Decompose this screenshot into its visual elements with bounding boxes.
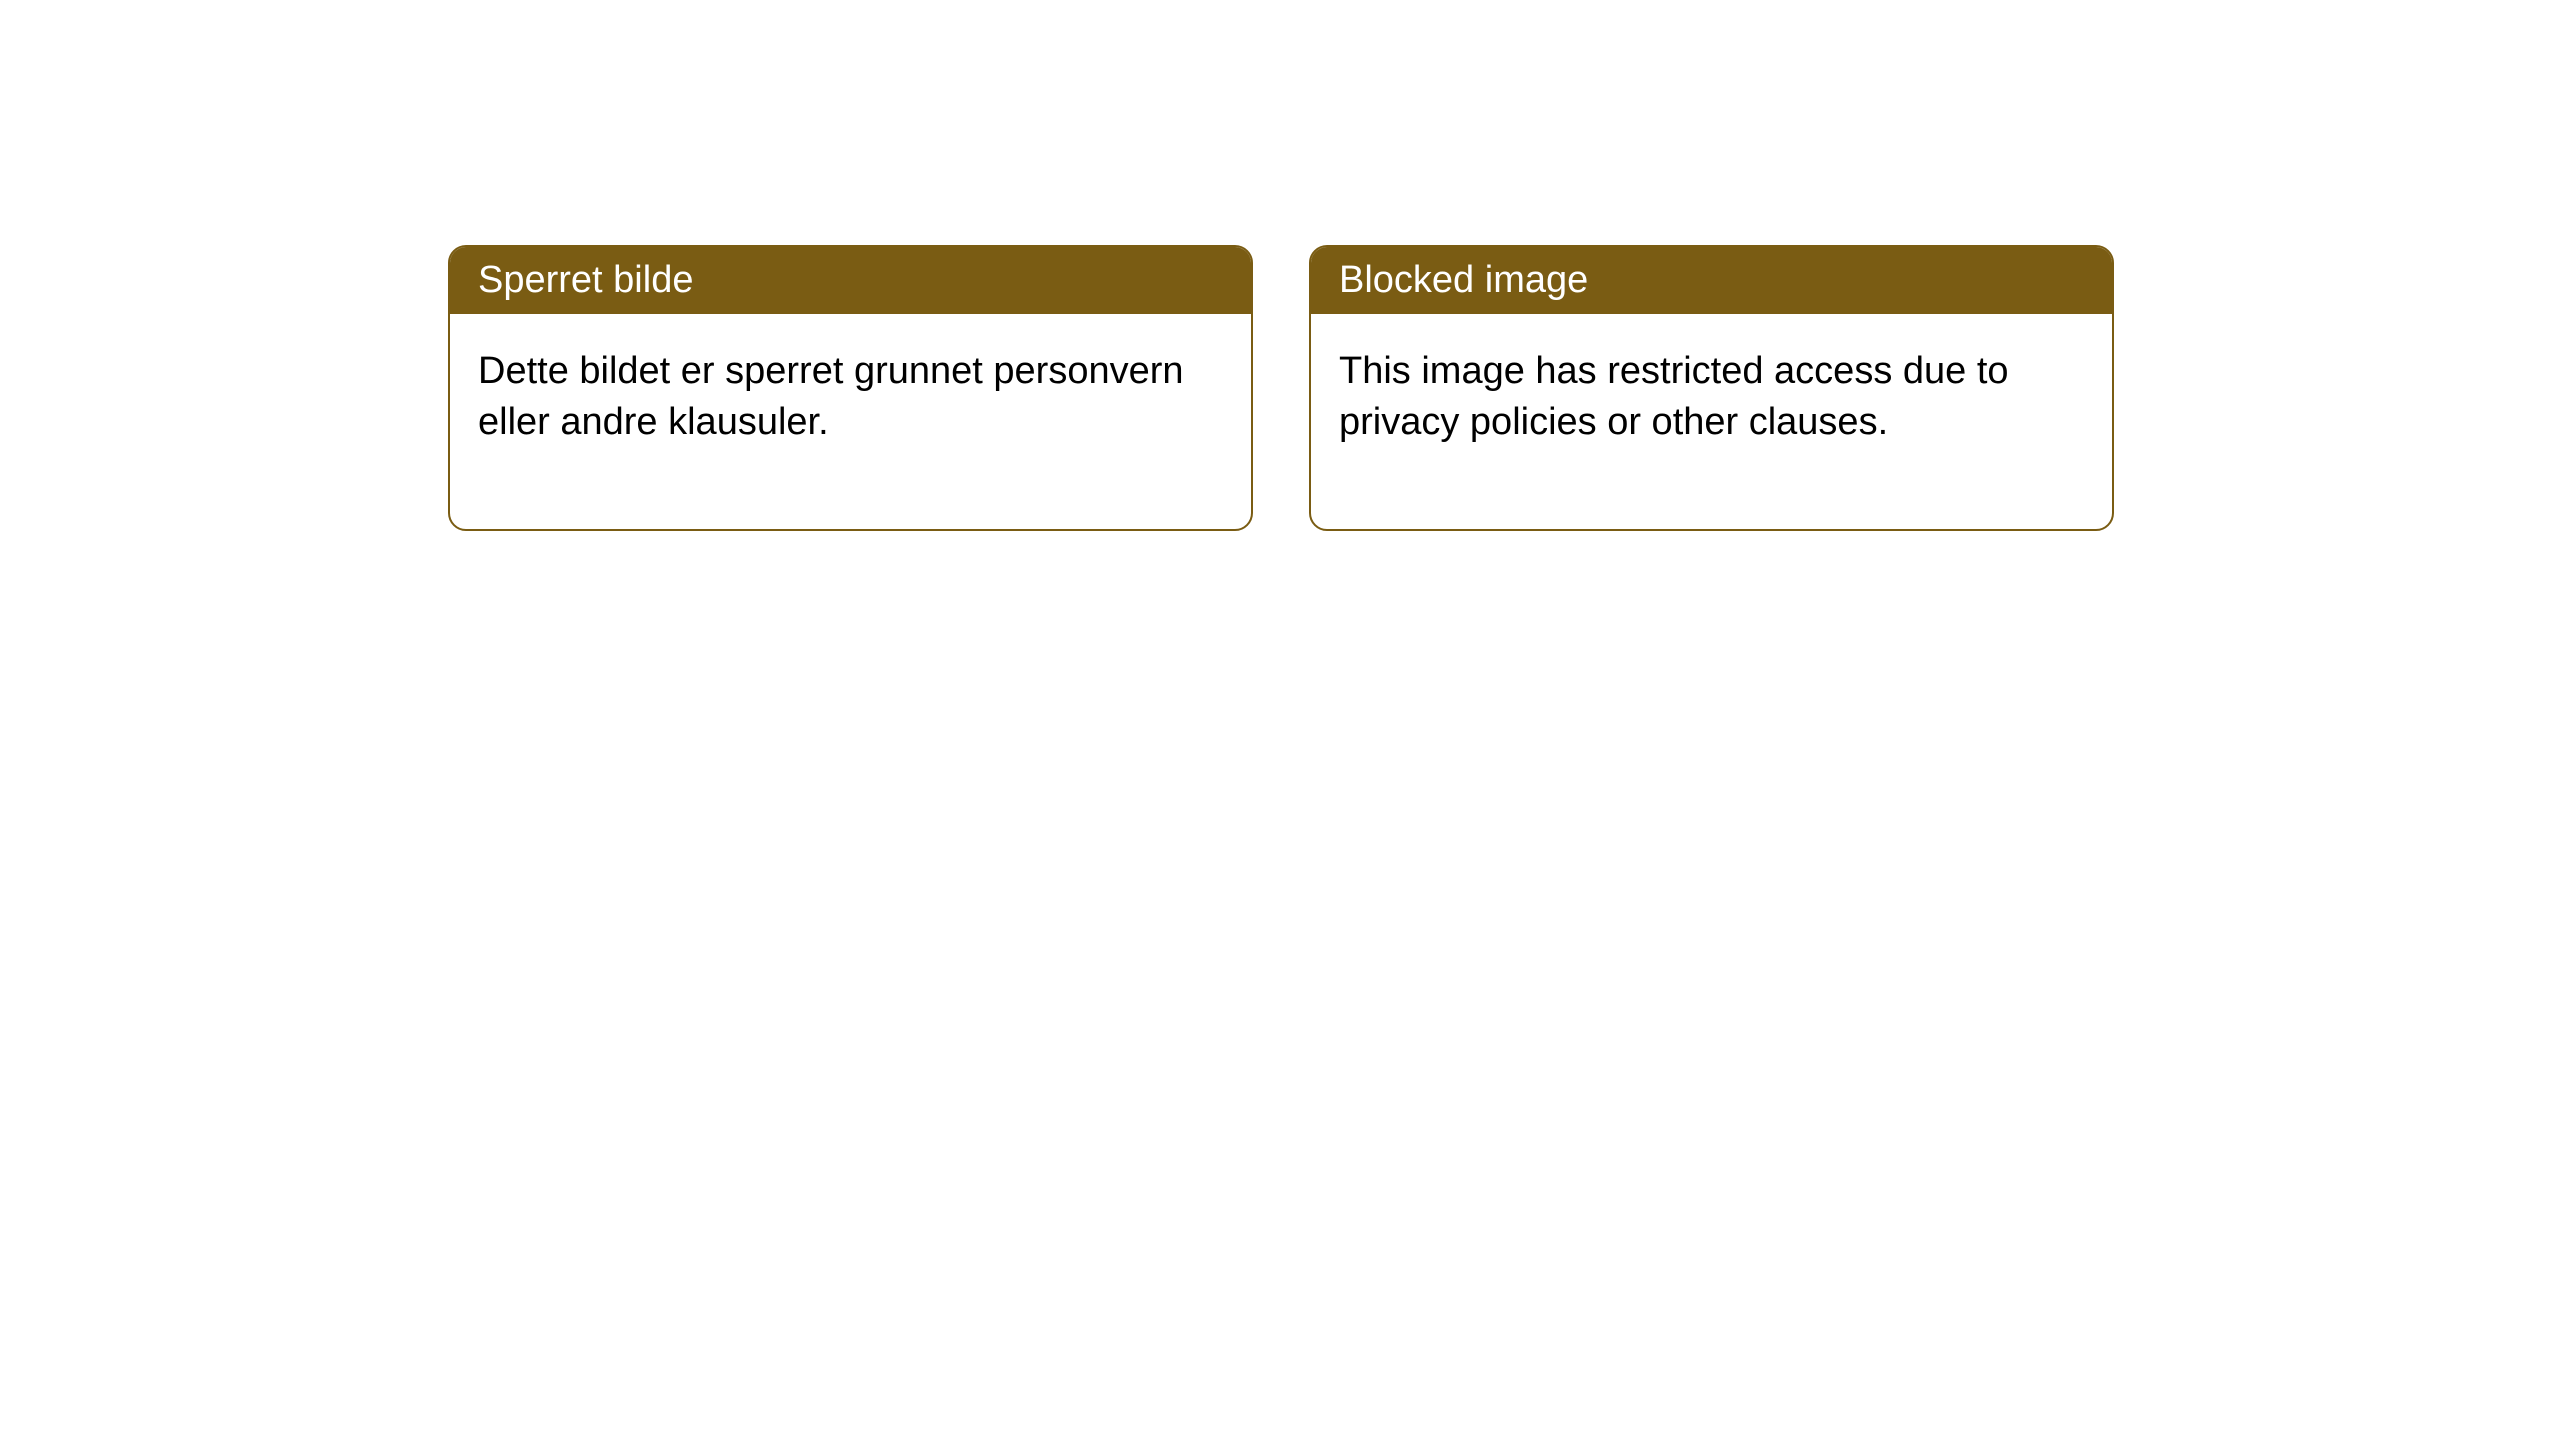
card-title: Blocked image — [1339, 259, 1588, 301]
blocked-image-card-no: Sperret bilde Dette bildet er sperret gr… — [448, 245, 1253, 531]
cards-container: Sperret bilde Dette bildet er sperret gr… — [448, 245, 2114, 531]
blocked-image-card-en: Blocked image This image has restricted … — [1309, 245, 2114, 531]
card-body: This image has restricted access due to … — [1311, 314, 2112, 529]
card-body-text: Dette bildet er sperret grunnet personve… — [478, 350, 1184, 443]
card-body-text: This image has restricted access due to … — [1339, 350, 2009, 443]
card-header: Blocked image — [1311, 247, 2112, 314]
card-header: Sperret bilde — [450, 247, 1251, 314]
card-body: Dette bildet er sperret grunnet personve… — [450, 314, 1251, 529]
card-title: Sperret bilde — [478, 259, 693, 301]
